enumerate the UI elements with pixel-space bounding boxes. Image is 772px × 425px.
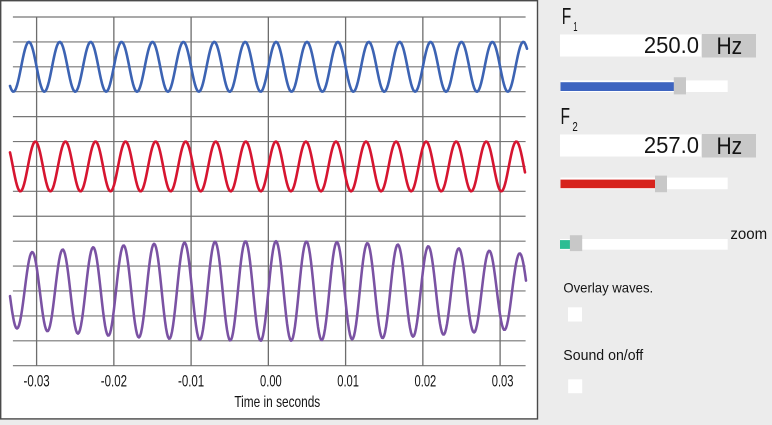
svg-text:F: F [561, 103, 571, 129]
svg-text:0.03: 0.03 [492, 371, 514, 390]
svg-text:0.00: 0.00 [260, 371, 282, 390]
svg-text:0.02: 0.02 [415, 371, 437, 390]
svg-text:zoom: zoom [730, 226, 767, 243]
svg-text:Hz: Hz [717, 33, 743, 60]
svg-text:257.0: 257.0 [644, 132, 699, 158]
svg-text:Sound on/off: Sound on/off [563, 348, 644, 364]
svg-text:0.01: 0.01 [337, 371, 359, 390]
svg-text:-0.02: -0.02 [101, 371, 127, 390]
svg-text:F: F [562, 3, 572, 29]
svg-text:Hz: Hz [717, 133, 743, 160]
svg-text:Time in seconds: Time in seconds [234, 394, 320, 411]
svg-text:-0.03: -0.03 [24, 371, 50, 390]
svg-text:Overlay waves.: Overlay waves. [563, 279, 653, 295]
svg-text:1: 1 [573, 20, 577, 34]
svg-text:250.0: 250.0 [644, 32, 699, 58]
svg-text:2: 2 [572, 120, 577, 134]
svg-text:-0.01: -0.01 [178, 371, 204, 390]
